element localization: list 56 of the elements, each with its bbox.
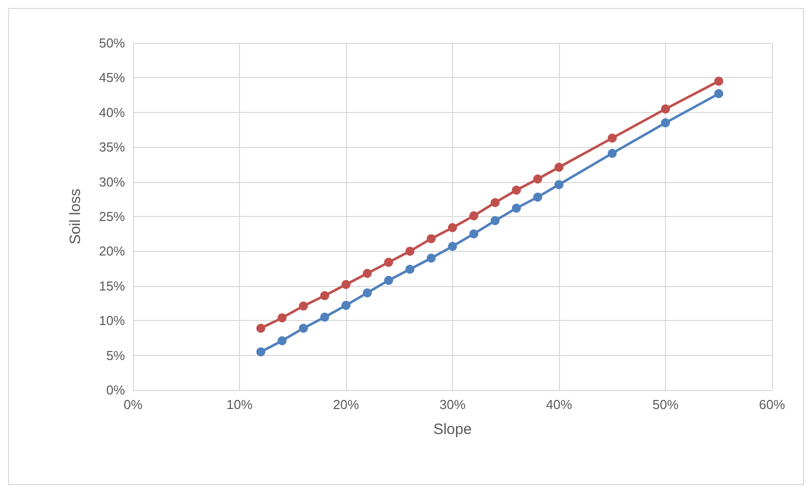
point <box>342 280 350 290</box>
point <box>448 242 457 251</box>
point <box>661 118 670 128</box>
x-tick-label: 30% <box>439 397 466 412</box>
x-tick-label: 60% <box>758 397 786 412</box>
point <box>469 211 478 220</box>
x-tick-label: 0% <box>124 397 143 412</box>
point <box>661 104 670 114</box>
point <box>469 229 478 238</box>
y-tick-label: 10% <box>98 313 126 328</box>
point <box>278 313 287 322</box>
point <box>298 302 308 311</box>
y-tick-label: 5% <box>106 348 126 363</box>
point <box>554 180 564 190</box>
x-tick-label: 50% <box>652 397 679 412</box>
y-tick-label: 20% <box>98 244 126 259</box>
point <box>362 288 372 298</box>
x-tick-label: 20% <box>332 397 360 412</box>
point <box>256 347 266 356</box>
x-axis-title: Slope <box>433 421 472 438</box>
point <box>512 186 521 195</box>
point <box>298 324 308 333</box>
point <box>384 258 394 267</box>
point <box>533 192 542 202</box>
point <box>342 300 350 310</box>
point <box>608 134 617 143</box>
point <box>384 276 394 285</box>
y-tick-label: 45% <box>98 70 126 86</box>
point <box>320 312 330 322</box>
point <box>320 291 330 300</box>
y-tick-label: 15% <box>98 278 126 294</box>
y-tick-label: 0% <box>106 382 126 398</box>
y-tick-label: 25% <box>98 209 126 224</box>
y-tick-label: 35% <box>98 140 126 155</box>
x-tick-label: 10% <box>226 397 253 412</box>
point <box>714 89 724 98</box>
point <box>405 246 414 256</box>
point <box>278 336 287 346</box>
point <box>426 254 436 263</box>
point <box>533 174 542 184</box>
point <box>512 204 521 213</box>
point <box>714 76 724 86</box>
point <box>490 216 500 226</box>
point <box>448 223 457 232</box>
point <box>362 268 372 278</box>
point <box>405 264 414 274</box>
point <box>554 162 564 172</box>
point <box>490 198 500 208</box>
y-tick-label: 40% <box>98 104 126 120</box>
y-tick-label: 50% <box>98 36 126 50</box>
y-tick-label: 30% <box>98 174 126 190</box>
point <box>608 148 617 158</box>
y-axis-title: Soil loss <box>67 188 84 244</box>
point <box>426 234 436 244</box>
point <box>256 324 266 333</box>
x-tick-label: 40% <box>546 397 572 412</box>
